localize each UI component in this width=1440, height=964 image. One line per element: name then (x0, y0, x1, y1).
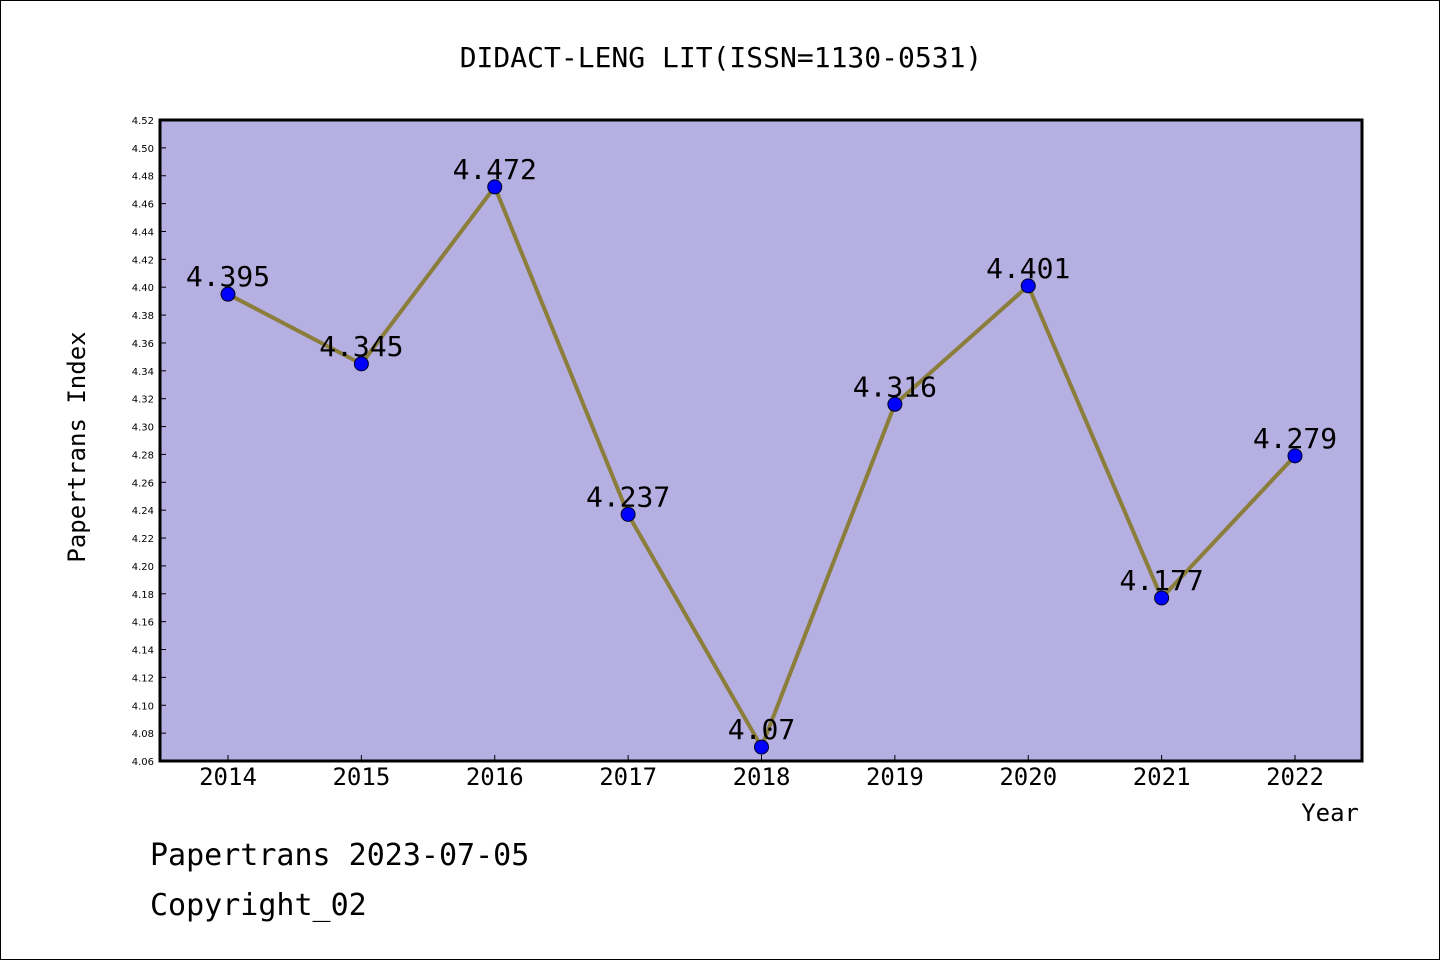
y-tick-label: 4.42 (132, 255, 154, 266)
data-point (754, 739, 769, 755)
plot-area (158, 118, 1364, 763)
y-tick-label: 4.36 (132, 339, 154, 350)
y-tick-label: 4.40 (132, 283, 154, 294)
y-tick-label: 4.48 (132, 172, 154, 183)
x-tick-label: 2019 (866, 763, 924, 791)
x-tick-label: 2017 (599, 763, 657, 791)
x-tick-label: 2022 (1266, 763, 1324, 791)
y-axis: 4.06 4.08 4.10 4.12 4.14 4.16 4.18 4.20 4.22 4.24… (132, 116, 166, 768)
data-point (220, 286, 236, 302)
data-label: 4.279 (1253, 422, 1337, 455)
y-tick-label: 4.32 (132, 395, 154, 406)
y-tick-label: 4.22 (132, 534, 154, 545)
y-tick-label: 4.52 (132, 116, 154, 127)
chart-title: DIDACT-LENG LIT(ISSN=1130-0531) (460, 41, 983, 74)
data-label: 4.177 (1119, 564, 1203, 597)
y-tick-label: 4.08 (132, 729, 154, 740)
y-tick-label: 4.46 (132, 200, 154, 211)
footer-date: Papertrans 2023-07-05 (150, 838, 529, 873)
data-label: 4.07 (728, 713, 795, 746)
data-point (887, 396, 903, 412)
x-axis: 2014 2015 2016 2017 2018 2019 2020 2021 2022 (199, 755, 1324, 791)
y-tick-label: 4.20 (132, 562, 154, 573)
data-point (1154, 590, 1170, 606)
y-tick-label: 4.50 (132, 144, 154, 155)
x-axis-label: Year (1301, 799, 1359, 827)
x-tick-label: 2014 (199, 763, 257, 791)
y-tick-label: 4.24 (132, 506, 154, 517)
data-label: 4.345 (319, 330, 403, 363)
y-tick-label: 4.18 (132, 590, 154, 601)
data-point (1020, 278, 1036, 294)
y-tick-label: 4.06 (132, 757, 154, 768)
y-tick-label: 4.44 (132, 227, 154, 238)
y-tick-label: 4.34 (132, 367, 154, 378)
data-label: 4.401 (986, 252, 1070, 285)
y-tick-label: 4.30 (132, 423, 154, 434)
y-tick-label: 4.14 (132, 646, 154, 657)
data-point (487, 179, 503, 195)
x-tick-label: 2016 (466, 763, 524, 791)
x-tick-label: 2021 (1133, 763, 1191, 791)
y-axis-label: Papertrans Index (63, 331, 91, 562)
data-label: 4.395 (186, 260, 270, 293)
y-tick-label: 4.38 (132, 311, 154, 322)
y-tick-label: 4.28 (132, 450, 154, 461)
data-label: 4.237 (586, 480, 670, 513)
data-point (1287, 448, 1303, 464)
data-point (620, 506, 636, 522)
data-markers (220, 179, 1303, 755)
y-tick-label: 4.16 (132, 618, 154, 629)
data-label: 4.316 (853, 370, 937, 403)
data-labels: 4.395 4.345 4.472 4.237 4.07 4.316 4.401 4.177 4… (186, 153, 1337, 746)
data-point (353, 356, 369, 372)
data-label: 4.472 (453, 153, 537, 186)
y-tick-label: 4.12 (132, 673, 154, 684)
y-tick-label: 4.10 (132, 701, 154, 712)
x-tick-label: 2018 (733, 763, 791, 791)
x-tick-label: 2015 (332, 763, 390, 791)
x-tick-label: 2020 (999, 763, 1057, 791)
footer-copyright: Copyright_02 (150, 888, 367, 923)
y-tick-label: 4.26 (132, 478, 154, 489)
